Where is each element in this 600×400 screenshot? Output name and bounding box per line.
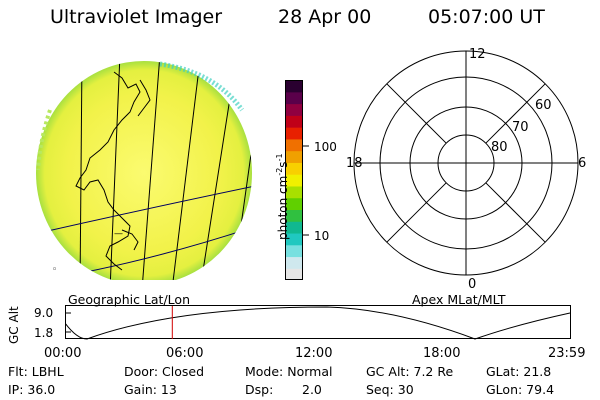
instrument-title: Ultraviolet Imager — [50, 6, 223, 28]
altitude-xtick-2359: 23:59 — [548, 346, 586, 361]
info-glat: GLat: 21.8 — [486, 364, 552, 379]
time-label: 05:07:00 UT — [428, 6, 545, 28]
info-gc-alt: GC Alt: 7.2 Re — [366, 364, 454, 379]
info-dsp-label: Dsp: — [245, 382, 274, 397]
colorbar-segment — [285, 221, 303, 234]
polar-diagonal — [386, 182, 447, 243]
mlt-label-6: 6 — [578, 156, 587, 171]
colorbar-tick-label-100: 100 — [314, 140, 337, 154]
info-ip: IP: 36.0 — [8, 382, 56, 397]
colorbar-segment — [285, 244, 303, 258]
colorbar-segment — [285, 80, 303, 93]
coastline — [121, 229, 139, 251]
altitude-xtick-0000: 00:00 — [44, 346, 82, 361]
colorbar-segment — [285, 185, 303, 199]
colorbar-tick-label-10: 10 — [314, 229, 330, 243]
info-door: Door: Closed — [124, 364, 205, 379]
altitude-ytick-9: 9.0 — [34, 306, 54, 320]
altitude-ytick-1-8: 1.8 — [34, 326, 54, 340]
coastline — [137, 79, 151, 117]
altitude-xtick-0600: 06:00 — [166, 346, 204, 361]
coastline — [75, 71, 141, 271]
colorbar-segment — [285, 174, 303, 187]
date-label: 28 Apr 00 — [278, 6, 372, 28]
colorbar-segment — [285, 115, 303, 128]
geographic-image-panel: — ◦ — [36, 61, 252, 280]
altitude-ylabel: GC Alt — [7, 306, 21, 344]
altitude-xtick-1200: 12:00 — [295, 346, 333, 361]
mlat-label-70: 70 — [512, 120, 529, 135]
map-marker-text: — — [114, 229, 123, 239]
longitude-line — [141, 61, 161, 280]
info-mode: Mode: Normal — [245, 364, 333, 379]
colorbar-segment — [285, 209, 303, 222]
limb-speckle — [36, 109, 52, 171]
colorbar — [285, 80, 309, 280]
colorbar-segment — [285, 138, 303, 152]
altitude-plot — [65, 305, 571, 340]
colorbar-unit-base: photon cm — [276, 175, 290, 240]
longitude-line — [171, 61, 201, 280]
info-seq: Seq: 30 — [366, 382, 414, 397]
geographic-panel-label: Geographic Lat/Lon — [68, 292, 190, 307]
colorbar-segment — [285, 232, 303, 246]
colorbar-unit-label: photon cm-2s-1 — [275, 153, 290, 240]
polar-diagonal — [386, 83, 447, 144]
colorbar-segment — [285, 127, 303, 140]
mlt-label-12: 12 — [469, 47, 486, 62]
colorbar-unit-exp1: -2 — [275, 167, 284, 176]
map-marker-text: ◦ — [52, 265, 57, 275]
longitude-line — [109, 61, 121, 280]
colorbar-unit-mid: s — [276, 161, 290, 168]
mlat-label-80: 80 — [491, 140, 508, 155]
colorbar-segment — [285, 256, 303, 269]
colorbar-segment — [285, 162, 303, 175]
mlat-label-60: 60 — [535, 98, 552, 113]
info-gain: Gain: 13 — [124, 382, 177, 397]
polar-diagonal — [485, 182, 546, 243]
info-flt: Flt: LBHL — [8, 364, 64, 379]
polar-diagonal — [485, 83, 546, 144]
longitude-line — [79, 61, 83, 280]
altitude-xtick-1800: 18:00 — [423, 346, 461, 361]
mlt-label-18: 18 — [346, 156, 363, 171]
info-dsp-value: 2.0 — [302, 382, 322, 397]
polar-mlat-mlt-plot — [353, 50, 579, 276]
colorbar-segment — [285, 91, 303, 105]
altitude-curve — [65, 306, 571, 340]
colorbar-segment — [285, 150, 303, 163]
colorbar-unit-exp2: -1 — [275, 153, 284, 162]
colorbar-segment — [285, 268, 303, 280]
altitude-plot-frame — [65, 305, 571, 339]
mlt-label-0: 0 — [468, 277, 477, 292]
colorbar-segment — [285, 103, 303, 116]
earth-disk — [36, 61, 252, 280]
colorbar-frame — [285, 80, 303, 280]
latitude-line — [36, 184, 252, 236]
apex-panel-label: Apex MLat/MLT — [412, 292, 506, 307]
info-glon: GLon: 79.4 — [486, 382, 555, 397]
colorbar-segment — [285, 197, 303, 211]
